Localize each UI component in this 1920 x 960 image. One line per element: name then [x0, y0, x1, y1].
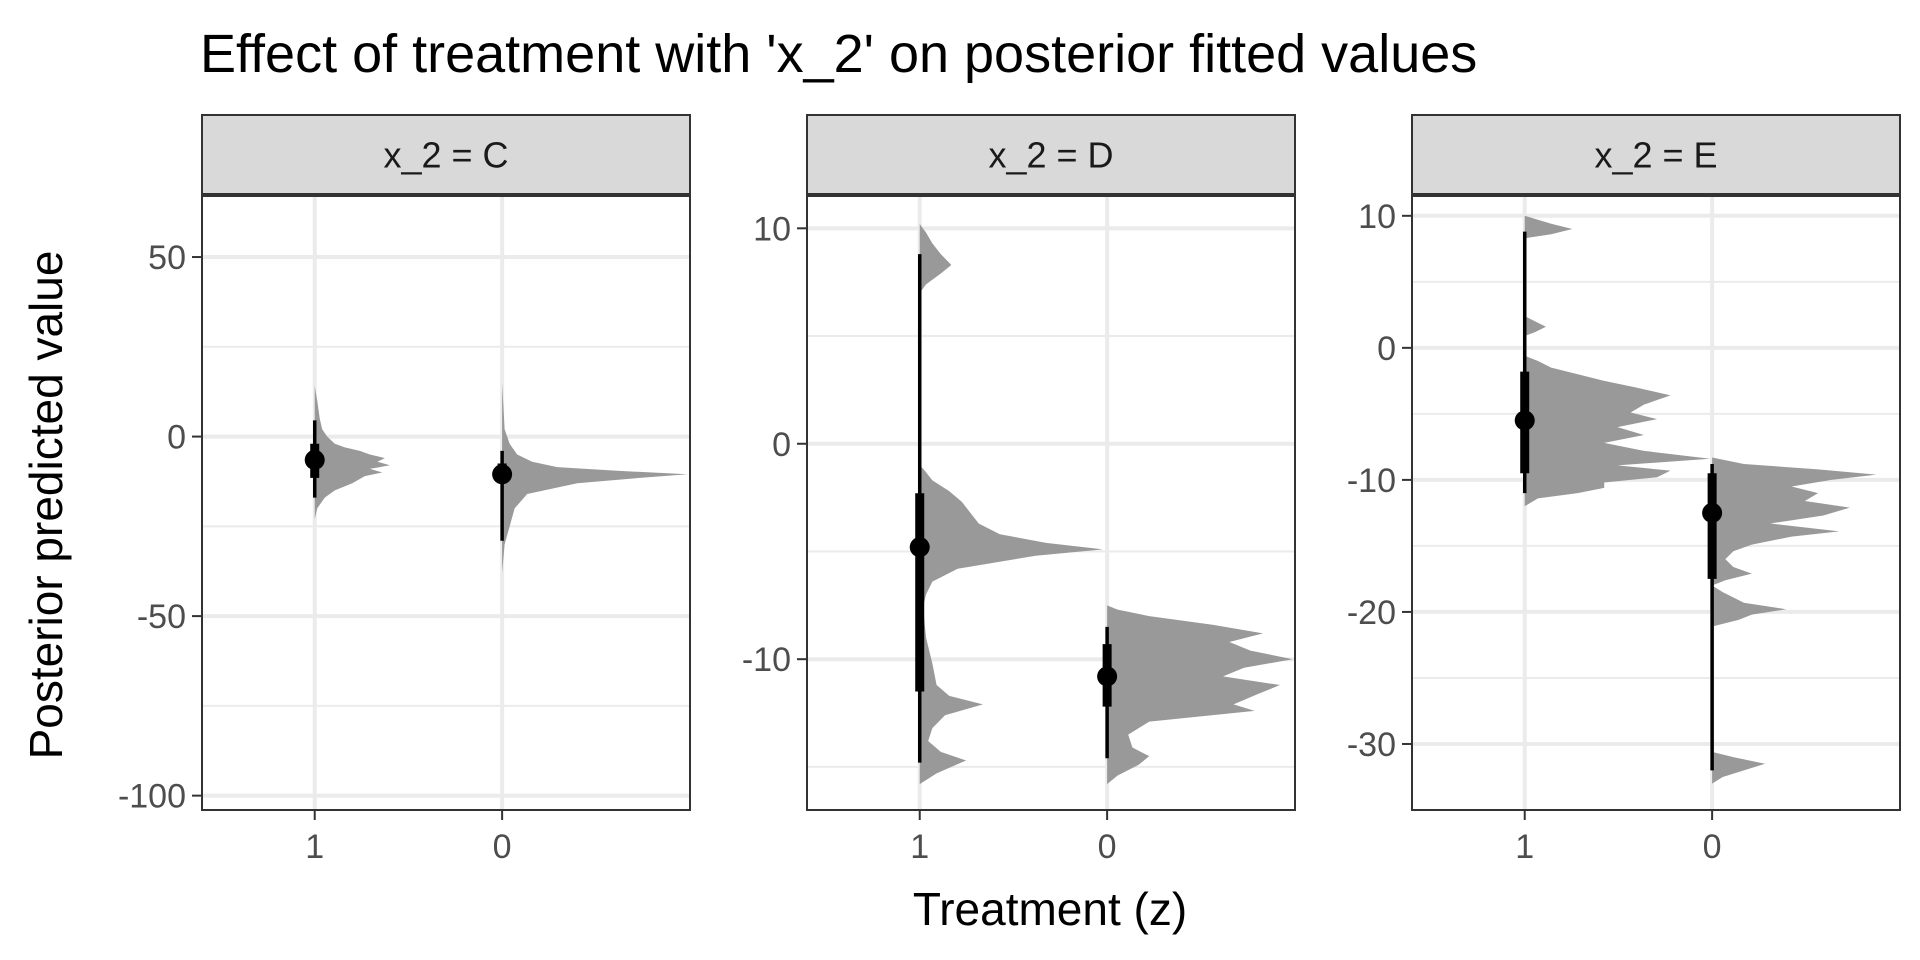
x-tick-label: 1	[305, 828, 324, 866]
density-slab	[1107, 605, 1293, 785]
facet-strip-label: x_2 = C	[383, 135, 508, 176]
density-slab	[314, 386, 390, 520]
chart-title: Effect of treatment with 'x_2' on poster…	[200, 24, 1477, 84]
facet-strip-label: x_2 = E	[1594, 135, 1717, 176]
median-point	[492, 464, 513, 485]
facet-strip	[201, 114, 691, 195]
panel-background	[1412, 196, 1900, 810]
facet-strip	[1411, 114, 1901, 195]
y-tick-label: -30	[1347, 726, 1396, 764]
y-tick-label: 0	[167, 419, 186, 457]
density-slab	[919, 224, 1104, 785]
facet-strip-label: x_2 = D	[988, 135, 1113, 176]
y-tick-label: 10	[1358, 198, 1396, 236]
median-point	[1514, 410, 1535, 431]
panel-border	[1411, 195, 1901, 811]
panel-border	[201, 195, 691, 811]
facet-panel: x_2 = C 50 0 -50 -100 1 0	[118, 114, 691, 866]
median-point	[909, 537, 930, 558]
panel-border	[806, 195, 1296, 811]
panel-background	[202, 196, 690, 810]
x-tick-label: 1	[910, 828, 929, 866]
y-axis-title: Posterior predicted value	[20, 251, 72, 760]
x-tick-label: 1	[1515, 828, 1534, 866]
median-point	[304, 449, 325, 470]
panel-background	[807, 196, 1295, 810]
median-point	[1702, 502, 1723, 523]
median-point	[1097, 666, 1118, 687]
x-tick-label: 0	[1098, 828, 1117, 866]
density-slab	[1712, 457, 1877, 784]
y-tick-label: -50	[137, 598, 186, 636]
y-tick-label: 10	[753, 210, 791, 248]
x-tick-label: 0	[493, 828, 512, 866]
density-slab	[1524, 215, 1711, 507]
facet-strip	[806, 114, 1296, 195]
y-tick-label: -10	[1347, 462, 1396, 500]
x-tick-label: 0	[1703, 828, 1722, 866]
density-slab	[502, 382, 688, 574]
y-tick-label: -20	[1347, 594, 1396, 632]
y-tick-label: 50	[148, 239, 186, 277]
y-tick-label: 0	[1377, 330, 1396, 368]
y-tick-label: -10	[742, 641, 791, 679]
y-tick-label: -100	[118, 778, 186, 816]
x-axis-title: Treatment (z)	[913, 883, 1187, 935]
y-tick-label: 0	[772, 426, 791, 464]
